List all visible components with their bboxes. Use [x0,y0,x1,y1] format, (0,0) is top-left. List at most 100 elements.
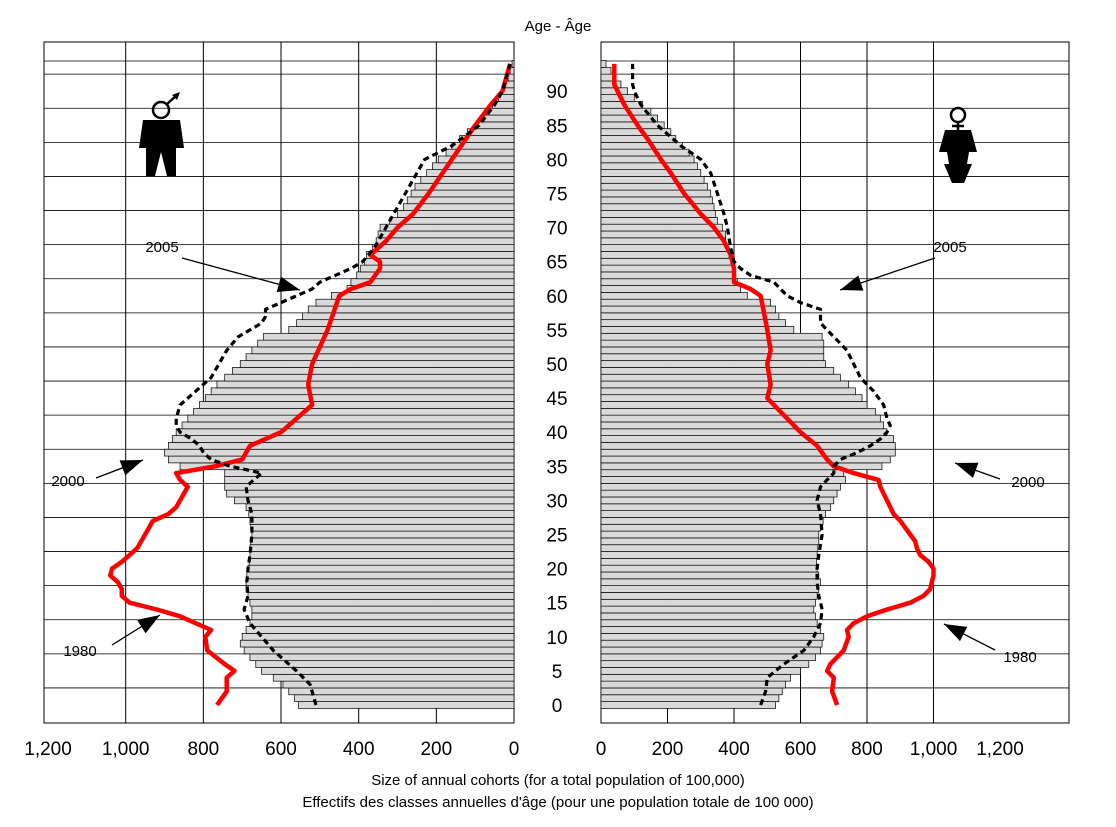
bar-male-age-53 [257,339,515,348]
annotation-2005-female: 2005 [933,239,966,256]
bar-female-age-83 [600,135,677,143]
bar-female-age-33 [600,476,846,484]
bar-male-age-2 [288,687,515,696]
bar-male-age-68 [375,237,515,246]
age-tick-label: 40 [546,423,567,444]
x-tick-label: 0 [596,739,607,760]
bars-2000 [164,60,896,709]
bar-male-age-24 [250,537,515,546]
x-tick-label: 400 [718,739,750,760]
bar-female-age-2 [600,687,783,696]
annotation-arrow-head [119,460,143,476]
bar-male-age-40 [175,428,515,436]
bar-male-age-32 [224,483,515,491]
age-tick-label: 15 [546,594,567,615]
age-tick-label: 5 [552,662,563,683]
bar-male-age-49 [232,367,515,375]
bar-female-age-71 [600,217,718,225]
x-tick-label: 0 [509,739,520,760]
bar-male-age-6 [255,660,515,668]
x-tick-label: 1,200 [24,739,72,760]
female-icon-body [939,130,977,183]
bar-female-age-20 [600,564,818,573]
bar-female-age-7 [600,653,816,662]
bar-female-age-36 [600,455,891,464]
bar-male-age-33 [224,476,515,484]
bar-female-age-59 [600,298,771,307]
x-axis-label-english: Size of annual cohorts (for a total popu… [371,772,745,789]
x-axis-ticks: 1,200 1,000 800 600 400 200 0 0 200 400 600 800 1,00… [24,739,1024,760]
x-tick-label: 800 [188,739,220,760]
male-icon-arrow-tip [172,92,180,100]
age-tick-label: 60 [546,287,567,308]
bar-female-age-56 [600,319,786,327]
bar-male-age-4 [272,673,515,682]
age-tick-label: 30 [546,491,567,512]
bar-male-age-61 [346,285,515,293]
bar-male-age-34 [224,469,515,477]
population-pyramid-chart: 0 5 10 15 20 25 30 35 40 45 50 55 60 65 70 75 80 85 90 1,20… [24,41,1070,760]
bar-male-age-30 [234,496,515,505]
bar-female-age-6 [600,660,810,668]
bar-female-age-76 [600,182,708,191]
bar-male-age-27 [249,517,515,525]
bar-female-age-40 [600,428,888,436]
line-2005-male [174,63,512,706]
annotation-arrow-head [955,462,979,478]
bar-male-age-47 [216,380,515,389]
bar-female-age-43 [600,407,876,416]
bar-female-age-54 [600,332,823,341]
annotation-arrow-head [944,624,968,642]
bar-male-age-29 [245,503,515,511]
bar-female-age-30 [600,496,835,505]
bar-female-age-80 [600,155,695,164]
age-axis: 0 5 10 15 20 25 30 35 40 45 50 55 60 65 70 75 80 85 90 [546,82,567,717]
bar-female-age-26 [600,523,821,532]
bar-female-age-4 [600,673,791,682]
bar-male-age-12 [249,619,515,627]
bar-female-age-11 [600,626,821,634]
bar-female-age-65 [600,257,733,266]
annotation-2000-male: 2000 [51,473,84,490]
bar-female-age-48 [600,373,841,382]
bar-female-age-93 [600,66,612,75]
bar-male-age-55 [288,326,515,334]
bar-male-age-11 [245,626,515,634]
bar-male-age-85 [476,121,515,130]
age-tick-label: 85 [546,116,567,137]
age-tick-label: 35 [546,457,567,478]
bar-male-age-42 [187,414,515,423]
bar-male-age-26 [250,523,515,532]
chart-title: Age - Âge [524,18,592,35]
bar-male-age-38 [168,442,515,450]
bar-male-age-66 [366,251,515,259]
bar-male-age-62 [350,278,515,286]
bar-female-age-42 [600,414,881,423]
bar-male-age-20 [247,564,515,573]
bar-female-age-22 [600,551,818,559]
male-icon-body [139,120,184,176]
age-tick-label: 10 [546,628,567,649]
age-tick-label: 90 [546,82,567,103]
age-tick-label: 45 [546,389,567,410]
bar-female-age-16 [600,592,818,600]
age-tick-label: 65 [546,253,567,274]
bar-female-age-67 [600,244,728,252]
bar-female-age-14 [600,605,815,614]
bar-male-age-16 [247,592,515,600]
bar-female-age-25 [600,530,820,539]
age-tick-label: 50 [546,355,567,376]
bar-male-age-5 [261,667,515,675]
bar-female-age-13 [600,612,816,621]
bar-female-age-46 [600,387,856,396]
bar-female-age-9 [600,639,823,648]
bar-female-age-0 [600,701,776,709]
bar-male-age-21 [248,558,515,566]
bar-female-age-17 [600,585,820,593]
bar-male-age-67 [371,244,515,252]
bar-male-age-39 [171,435,515,443]
bar-male-age-46 [210,387,515,396]
annotation-arrow-head [840,275,864,291]
bar-female-age-64 [600,264,733,273]
bar-female-age-21 [600,558,817,566]
